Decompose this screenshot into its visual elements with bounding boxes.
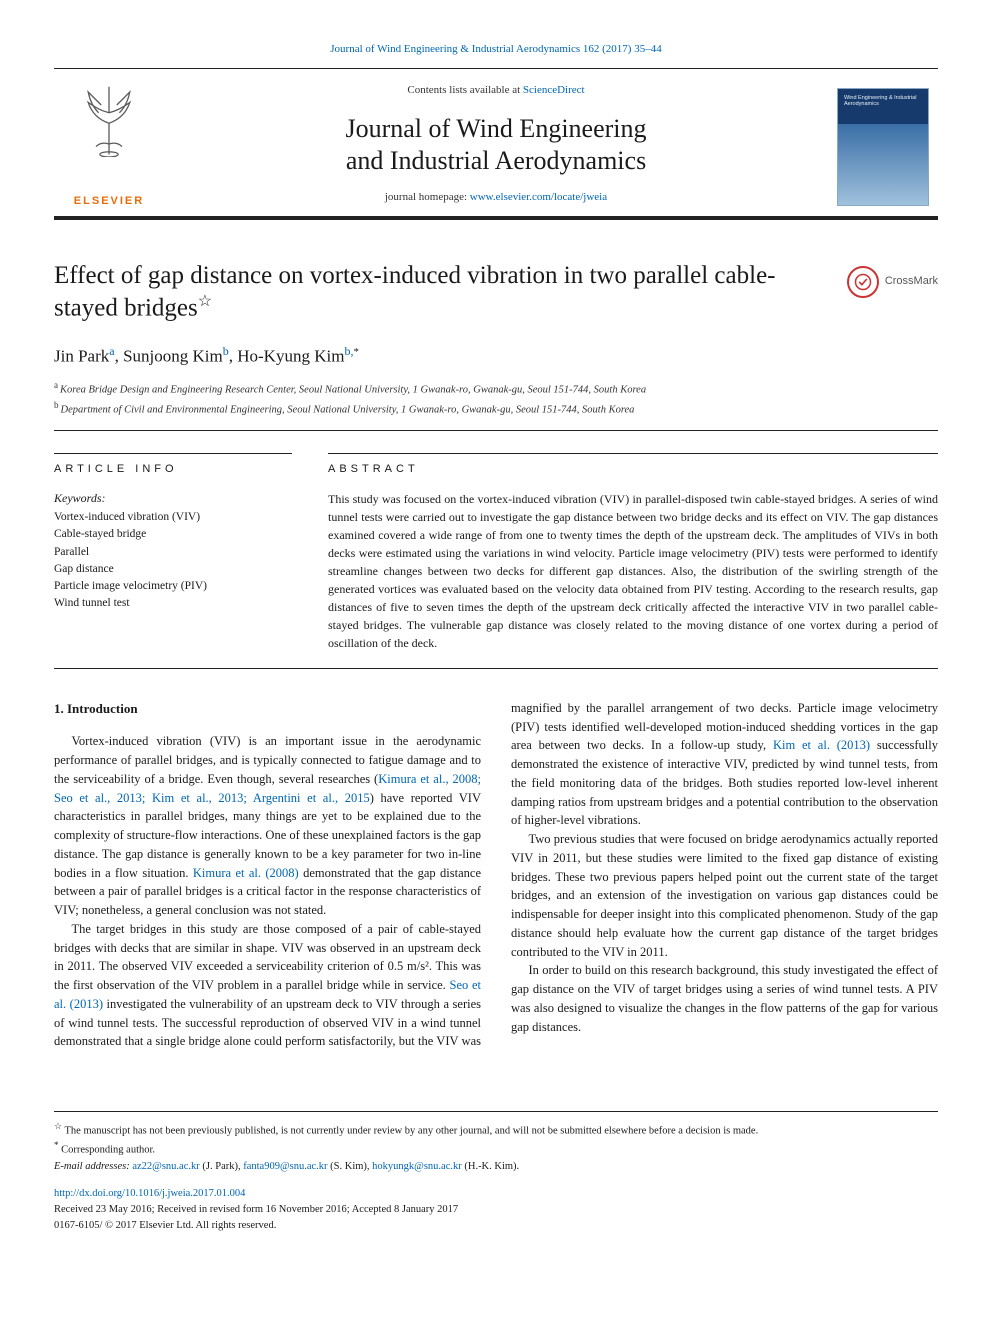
keyword: Vortex-induced vibration (VIV) <box>54 509 292 526</box>
article-title-text: Effect of gap distance on vortex-induced… <box>54 262 775 322</box>
keyword: Gap distance <box>54 561 292 578</box>
body-two-col: 1. Introduction Vortex-induced vibration… <box>54 699 938 1051</box>
keywords-head: Keywords: <box>54 490 292 507</box>
aff-a-text: Korea Bridge Design and Engineering Rese… <box>60 385 646 396</box>
article-ids: http://dx.doi.org/10.1016/j.jweia.2017.0… <box>54 1186 938 1233</box>
top-running-head: Journal of Wind Engineering & Industrial… <box>54 42 938 58</box>
email-1[interactable]: az22@snu.ac.kr <box>132 1161 199 1172</box>
ref-link-kimura[interactable]: Kimura et al. (2008) <box>193 866 299 880</box>
page: Journal of Wind Engineering & Industrial… <box>0 0 992 1270</box>
fn-emails: E-mail addresses: az22@snu.ac.kr (J. Par… <box>54 1159 938 1175</box>
aff-a-label: a <box>54 380 58 390</box>
elsevier-wordmark: ELSEVIER <box>74 194 144 210</box>
p2a: The target bridges in this study are tho… <box>54 922 481 992</box>
fn-corresponding: * Corresponding author. <box>54 1139 938 1158</box>
fn-manuscript: ☆ The manuscript has not been previously… <box>54 1120 938 1139</box>
author-1-aff[interactable]: a <box>109 344 114 358</box>
fn-corr-mark: * <box>54 1140 59 1150</box>
author-1: Jin Park <box>54 347 109 366</box>
masthead-center: Contents lists available at ScienceDirec… <box>164 79 828 216</box>
keyword: Wind tunnel test <box>54 595 292 612</box>
footnotes: ☆ The manuscript has not been previously… <box>54 1111 938 1174</box>
fn-corr-text: Corresponding author. <box>61 1145 155 1156</box>
author-2: Sunjoong Kim <box>123 347 223 366</box>
email-2-suffix: (S. Kim), <box>328 1161 373 1172</box>
journal-name: Journal of Wind Engineering and Industri… <box>172 113 820 178</box>
contents-prefix: Contents lists available at <box>407 84 522 96</box>
abstract-col: ABSTRACT This study was focused on the v… <box>328 453 938 652</box>
crossmark-widget[interactable]: CrossMark <box>847 260 938 298</box>
masthead: ELSEVIER Contents lists available at Sci… <box>54 68 938 220</box>
received-dates: Received 23 May 2016; Received in revise… <box>54 1202 938 1218</box>
aff-b-label: b <box>54 400 59 410</box>
email-label: E-mail addresses: <box>54 1161 132 1172</box>
affiliations: aKorea Bridge Design and Engineering Res… <box>54 379 938 430</box>
journal-home: journal homepage: www.elsevier.com/locat… <box>172 190 820 206</box>
title-row: Effect of gap distance on vortex-induced… <box>54 260 938 325</box>
publisher-block: ELSEVIER <box>54 79 164 216</box>
article-title: Effect of gap distance on vortex-induced… <box>54 260 831 325</box>
article-info-col: ARTICLE INFO Keywords: Vortex-induced vi… <box>54 453 292 652</box>
author-2-aff[interactable]: b <box>223 344 229 358</box>
journal-cover-thumb: Wind Engineering & Industrial Aerodynami… <box>837 88 929 206</box>
affiliation-b: bDepartment of Civil and Environmental E… <box>54 399 938 418</box>
doi-link[interactable]: http://dx.doi.org/10.1016/j.jweia.2017.0… <box>54 1188 245 1199</box>
journal-name-line2: and Industrial Aerodynamics <box>346 146 646 175</box>
affiliation-a: aKorea Bridge Design and Engineering Res… <box>54 379 938 398</box>
email-2[interactable]: fanta909@snu.ac.kr <box>243 1161 327 1172</box>
article-info-heading: ARTICLE INFO <box>54 453 292 478</box>
email-1-suffix: (J. Park), <box>200 1161 243 1172</box>
keywords-list: Vortex-induced vibration (VIV) Cable-sta… <box>54 509 292 613</box>
cover-thumb-title: Wind Engineering & Industrial Aerodynami… <box>844 95 922 107</box>
abstract-text: This study was focused on the vortex-ind… <box>328 490 938 652</box>
author-3: Ho-Kyung Kim <box>237 347 344 366</box>
intro-p4: In order to build on this research backg… <box>511 961 938 1036</box>
keyword: Particle image velocimetry (PIV) <box>54 578 292 595</box>
aff-b-text: Department of Civil and Environmental En… <box>61 404 635 415</box>
authors: Jin Parka, Sunjoong Kimb, Ho-Kyung Kimb,… <box>54 343 938 369</box>
crossmark-icon <box>847 266 879 298</box>
fn-star-mark: ☆ <box>54 1121 62 1131</box>
ref-link-kim[interactable]: Kim et al. (2013) <box>773 738 870 752</box>
keyword: Cable-stayed bridge <box>54 526 292 543</box>
journal-name-line1: Journal of Wind Engineering <box>345 114 646 143</box>
fn-star-text: The manuscript has not been previously p… <box>65 1126 759 1137</box>
crossmark-label: CrossMark <box>885 274 938 290</box>
abstract-heading: ABSTRACT <box>328 453 938 478</box>
email-3-suffix: (H.-K. Kim). <box>462 1161 519 1172</box>
sciencedirect-link[interactable]: ScienceDirect <box>523 84 585 96</box>
running-head-link[interactable]: Journal of Wind Engineering & Industrial… <box>330 43 661 55</box>
intro-p1: Vortex-induced vibration (VIV) is an imp… <box>54 732 481 920</box>
author-3-corr: * <box>353 346 359 358</box>
journal-home-link[interactable]: www.elsevier.com/locate/jweia <box>470 191 607 203</box>
title-footnote-mark: ☆ <box>198 293 212 310</box>
intro-p3: Two previous studies that were focused o… <box>511 830 938 961</box>
contents-line: Contents lists available at ScienceDirec… <box>172 83 820 99</box>
keyword: Parallel <box>54 544 292 561</box>
elsevier-tree-icon <box>70 79 148 157</box>
email-3[interactable]: hokyungk@snu.ac.kr <box>372 1161 462 1172</box>
copyright-line: 0167-6105/ © 2017 Elsevier Ltd. All righ… <box>54 1218 938 1234</box>
cover-thumb-wrap: Wind Engineering & Industrial Aerodynami… <box>828 79 938 216</box>
article-info-abstract: ARTICLE INFO Keywords: Vortex-induced vi… <box>54 453 938 669</box>
journal-home-prefix: journal homepage: <box>385 191 470 203</box>
intro-heading: 1. Introduction <box>54 699 481 719</box>
